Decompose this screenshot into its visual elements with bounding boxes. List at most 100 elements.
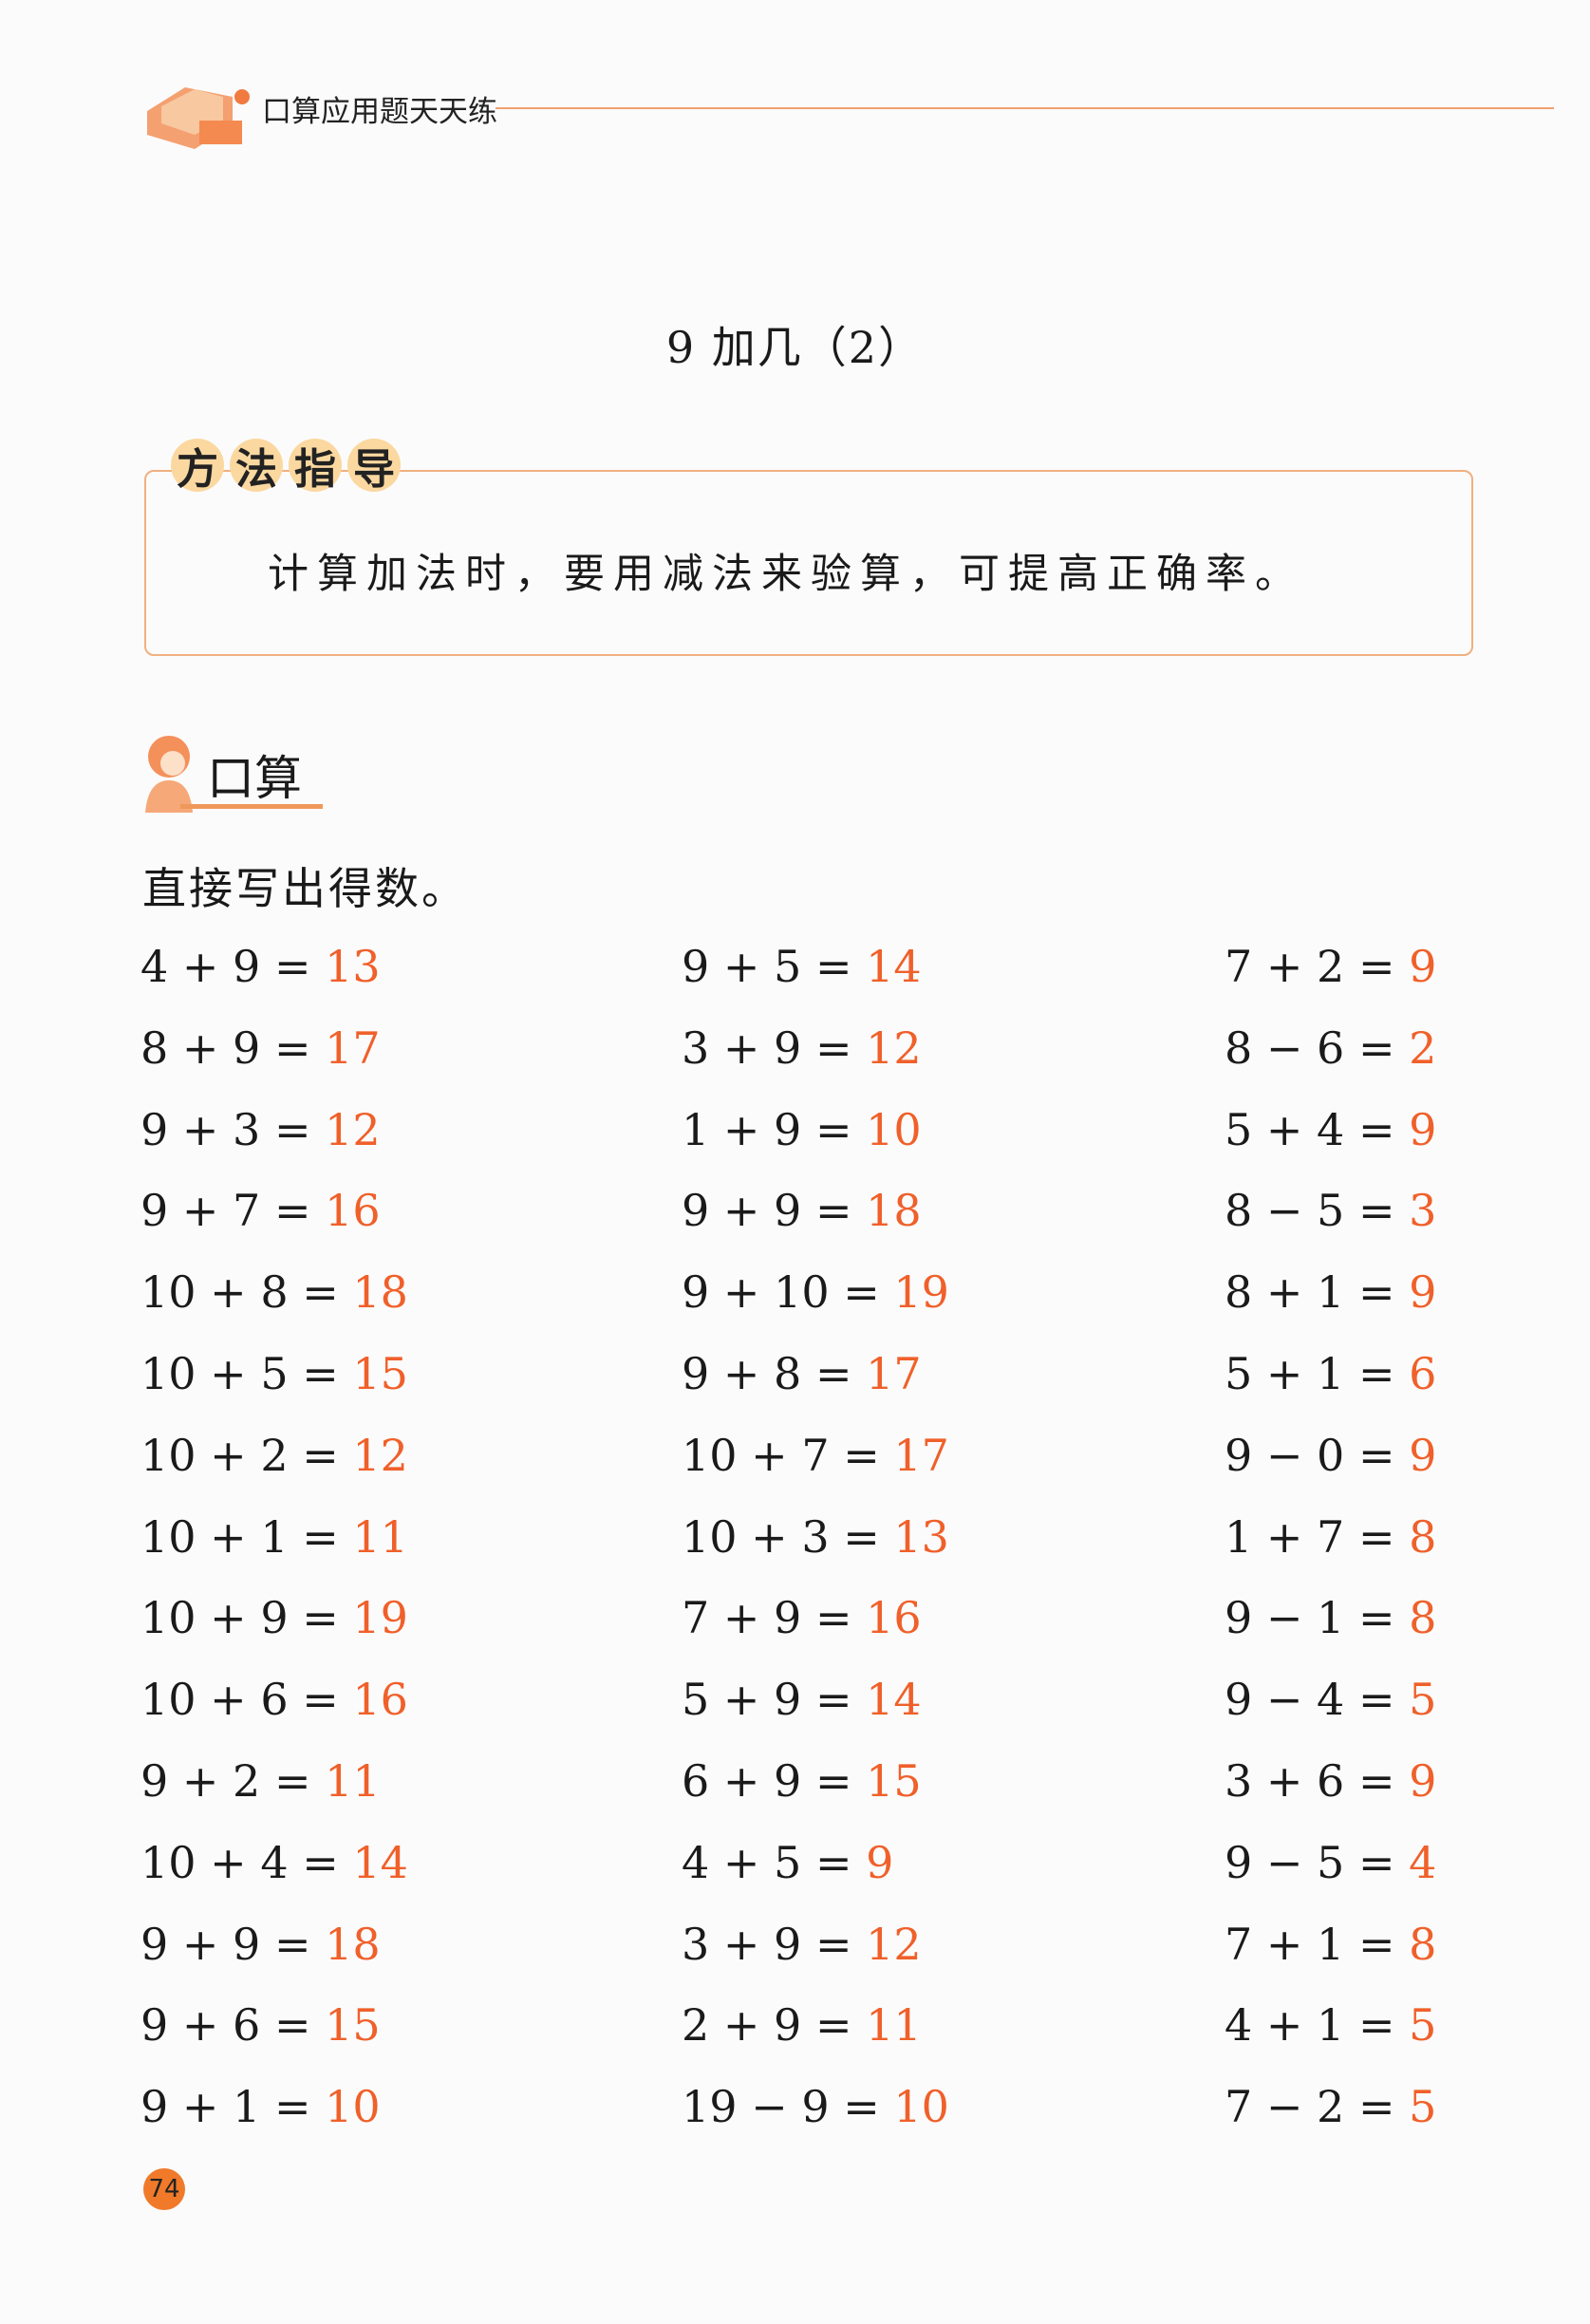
equation-expression: 9 + 8 = — [682, 1347, 867, 1399]
equation-row: 4 + 5 = 9 — [682, 1836, 949, 1918]
equation-answer: 5 — [1409, 2081, 1437, 2133]
method-guide-box — [144, 470, 1473, 656]
equation-answer: 6 — [1409, 1347, 1437, 1399]
equation-expression: 5 + 4 = — [1225, 1103, 1410, 1155]
equation-expression: 9 + 6 = — [140, 1999, 326, 2052]
equation-row: 8 − 6 = 2 — [1225, 1021, 1436, 1103]
equation-answer: 9 — [1409, 1754, 1437, 1807]
equation-expression: 5 + 1 = — [1225, 1347, 1410, 1399]
equation-row: 10 + 1 = 11 — [140, 1510, 408, 1592]
equation-row: 10 + 2 = 12 — [140, 1429, 408, 1510]
equation-answer: 19 — [893, 1266, 949, 1319]
equation-answer: 18 — [352, 1266, 408, 1319]
equation-row: 5 + 1 = 6 — [1225, 1347, 1436, 1429]
equation-row: 9 − 1 = 8 — [1225, 1591, 1436, 1673]
equation-answer: 13 — [325, 941, 381, 992]
equation-expression: 7 + 9 = — [682, 1592, 867, 1644]
equation-expression: 7 + 2 = — [1225, 941, 1410, 992]
equation-answer: 12 — [352, 1429, 408, 1481]
equation-answer: 17 — [893, 1429, 949, 1481]
method-label-char: 法 — [230, 439, 283, 494]
equation-expression: 8 + 1 = — [1225, 1266, 1410, 1319]
equation-expression: 10 + 3 = — [682, 1510, 894, 1563]
equation-row: 9 + 7 = 16 — [140, 1184, 408, 1265]
oral-heading-underline — [180, 804, 323, 809]
equation-answer: 12 — [325, 1103, 381, 1155]
lesson-title: 9 加几（2） — [665, 322, 925, 373]
equation-expression: 9 + 10 = — [682, 1266, 894, 1319]
equation-answer: 8 — [1409, 1510, 1437, 1563]
equation-row: 9 + 3 = 12 — [140, 1103, 408, 1185]
equation-answer: 16 — [352, 1674, 408, 1726]
equation-row: 3 + 9 = 12 — [682, 1918, 949, 1999]
equation-expression: 10 + 4 = — [140, 1836, 353, 1888]
equation-expression: 9 + 9 = — [682, 1185, 867, 1237]
oral-section-heading: 口算 — [207, 751, 302, 806]
equation-row: 5 + 9 = 14 — [682, 1673, 949, 1754]
equation-expression: 19 − 9 = — [682, 2081, 894, 2133]
equation-expression: 4 + 1 = — [1225, 1999, 1410, 2052]
equation-row: 3 + 9 = 12 — [682, 1021, 949, 1103]
header-title: 口算应用题天天练 — [262, 95, 497, 129]
equation-answer: 14 — [352, 1836, 408, 1888]
method-label-char: 方 — [171, 439, 224, 494]
equation-expression: 3 + 9 = — [682, 1918, 867, 1970]
equation-expression: 9 − 4 = — [1225, 1674, 1410, 1726]
equation-row: 2 + 9 = 11 — [682, 1998, 949, 2080]
equation-expression: 3 + 6 = — [1225, 1754, 1410, 1807]
equation-row: 8 − 5 = 3 — [1225, 1184, 1436, 1265]
equation-answer: 9 — [1409, 941, 1437, 992]
equation-row: 10 + 8 = 18 — [140, 1265, 408, 1347]
boy-mascot-icon — [145, 736, 193, 813]
equation-expression: 7 + 1 = — [1225, 1918, 1410, 1970]
equation-expression: 6 + 9 = — [682, 1754, 867, 1807]
equation-row: 9 + 9 = 18 — [682, 1184, 949, 1265]
equation-expression: 8 − 6 = — [1225, 1021, 1410, 1074]
equation-row: 10 + 7 = 17 — [682, 1429, 949, 1510]
equation-row: 1 + 7 = 8 — [1225, 1510, 1436, 1592]
equation-answer: 12 — [866, 1918, 922, 1970]
equation-expression: 3 + 9 = — [682, 1021, 867, 1074]
equation-expression: 9 − 1 = — [1225, 1592, 1410, 1644]
equation-row: 7 + 9 = 16 — [682, 1591, 949, 1673]
equation-row: 10 + 3 = 13 — [682, 1510, 949, 1592]
equation-expression: 9 + 5 = — [682, 941, 867, 992]
equation-answer: 2 — [1409, 1021, 1437, 1074]
equation-answer: 10 — [893, 2081, 949, 2133]
page-number: 74 — [143, 2168, 185, 2210]
equation-answer: 11 — [352, 1510, 408, 1563]
equation-expression: 4 + 9 = — [140, 941, 326, 992]
equation-expression: 1 + 9 = — [682, 1103, 867, 1155]
equation-row: 19 − 9 = 10 — [682, 2080, 949, 2162]
equation-row: 3 + 6 = 9 — [1225, 1754, 1436, 1836]
equation-answer: 9 — [1409, 1429, 1437, 1481]
equation-row: 7 + 2 = 9 — [1225, 940, 1436, 1021]
equation-answer: 11 — [325, 1754, 381, 1807]
equation-row: 9 + 2 = 11 — [140, 1754, 408, 1836]
equation-answer: 17 — [325, 1021, 381, 1074]
equation-expression: 9 + 9 = — [140, 1918, 326, 1970]
equation-row: 10 + 4 = 14 — [140, 1836, 408, 1918]
equation-answer: 16 — [866, 1592, 922, 1644]
equation-expression: 9 + 3 = — [140, 1103, 326, 1155]
equation-expression: 2 + 9 = — [682, 1999, 867, 2052]
equation-expression: 9 + 1 = — [140, 2081, 326, 2133]
equation-row: 9 + 5 = 14 — [682, 940, 949, 1021]
equation-row: 4 + 1 = 5 — [1225, 1998, 1436, 2080]
method-label-char: 导 — [347, 439, 401, 494]
equation-answer: 15 — [325, 1999, 381, 2052]
equation-expression: 1 + 7 = — [1225, 1510, 1410, 1563]
equation-answer: 18 — [325, 1918, 381, 1970]
equation-row: 9 − 4 = 5 — [1225, 1673, 1436, 1754]
equation-expression: 5 + 9 = — [682, 1674, 867, 1726]
equation-row: 6 + 9 = 15 — [682, 1754, 949, 1836]
equation-answer: 9 — [1409, 1103, 1437, 1155]
equation-answer: 11 — [866, 1999, 922, 2052]
equation-expression: 9 + 7 = — [140, 1185, 326, 1237]
equation-row: 5 + 4 = 9 — [1225, 1103, 1436, 1185]
equation-row: 9 + 8 = 17 — [682, 1347, 949, 1429]
equation-row: 9 + 6 = 15 — [140, 1998, 408, 2080]
equation-answer: 16 — [325, 1185, 381, 1237]
equation-answer: 9 — [1409, 1266, 1437, 1319]
equation-answer: 10 — [866, 1103, 922, 1155]
